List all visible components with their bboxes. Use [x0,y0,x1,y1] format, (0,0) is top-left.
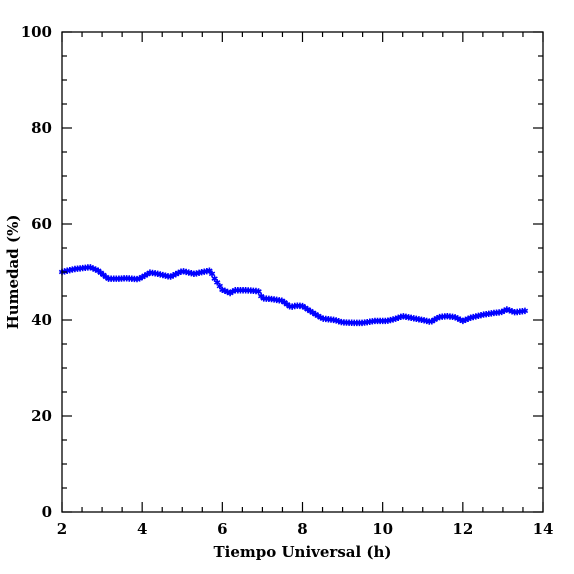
data-points-layer [58,264,529,327]
y-tick-label: 100 [21,23,52,41]
data-point [208,270,216,278]
data-point [255,288,262,295]
x-tick-label: 14 [533,520,554,538]
x-tick-label: 4 [137,520,147,538]
axis-ticks [61,31,544,513]
data-point [521,307,529,315]
y-tick-label: 20 [31,407,52,425]
x-tick-label: 6 [217,520,227,538]
x-tick-label: 8 [297,520,307,538]
x-axis-label: Tiempo Universal (h) [213,543,391,561]
tick-labels: 2 4 6 8 10 12 14 0 20 40 60 80 100 [21,23,554,538]
y-axis-label: Humedad (%) [4,215,22,330]
y-tick-label: 40 [31,311,52,329]
y-tick-label: 0 [42,503,52,521]
y-tick-label: 60 [31,215,52,233]
x-tick-label: 10 [372,520,393,538]
y-tick-label: 80 [31,119,52,137]
plot-frame [61,31,544,513]
x-tick-label: 12 [452,520,473,538]
x-tick-label: 2 [57,520,67,538]
